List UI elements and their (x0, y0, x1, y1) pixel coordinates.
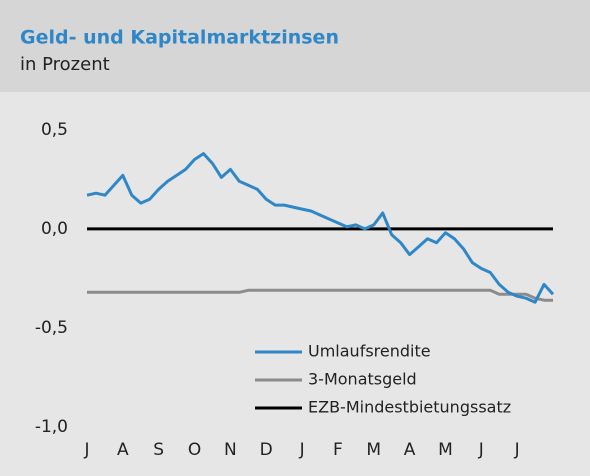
y-tick-label: -1,0 (35, 417, 68, 437)
legend-label: Umlaufsrendite (308, 342, 431, 361)
x-tick-label: F (333, 440, 343, 460)
legend-label: 3-Monatsgeld (308, 370, 417, 389)
legend-label: EZB-Mindestbietungssatz (308, 398, 511, 417)
y-tick-label: -0,5 (35, 318, 68, 338)
x-tick-label: M (438, 440, 453, 460)
x-tick-label: D (260, 440, 273, 460)
header (0, 0, 590, 92)
x-tick-label: J (299, 440, 305, 460)
line-series (87, 288, 553, 302)
chart-subtitle: in Prozent (20, 54, 110, 75)
x-tick-label: N (224, 440, 237, 460)
x-tick-label: A (404, 440, 416, 460)
line-series (86, 152, 555, 304)
x-tick-label: M (366, 440, 381, 460)
y-tick-label: 0,5 (41, 120, 68, 140)
x-tick-label: J (83, 440, 89, 460)
chart-title: Geld- und Kapitalmarktzinsen (20, 27, 339, 49)
x-tick-label: J (514, 440, 520, 460)
y-tick-label: 0,0 (41, 219, 68, 239)
x-tick-label: A (117, 440, 129, 460)
x-tick-label: J (478, 440, 484, 460)
x-tick-label: O (188, 440, 201, 460)
x-tick-label: S (153, 440, 164, 460)
